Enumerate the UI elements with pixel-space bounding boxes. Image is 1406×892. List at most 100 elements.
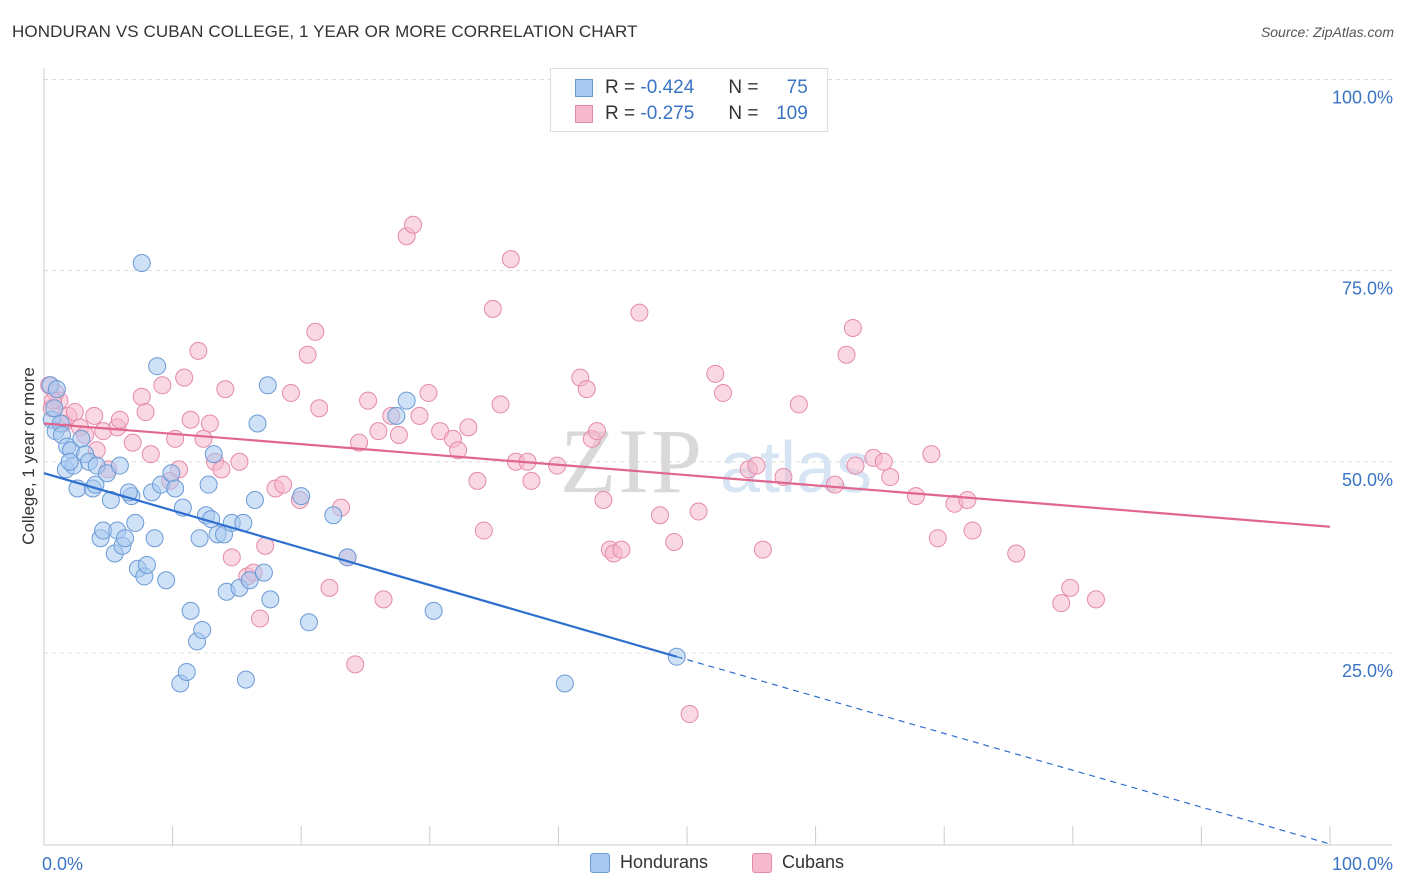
cuban-point xyxy=(359,391,378,410)
legend-r-cubans: -0.275 xyxy=(640,103,695,124)
cuban-point xyxy=(369,422,388,441)
cuban-point xyxy=(346,655,365,674)
cuban-point xyxy=(612,540,631,559)
series-legend-cubans[interactable]: Cubans xyxy=(752,852,844,873)
cuban-point xyxy=(587,422,606,441)
cuban-point xyxy=(200,414,219,433)
series-swatch-hondurans xyxy=(590,852,610,873)
cuban-point xyxy=(419,383,438,402)
cuban-point xyxy=(274,475,293,494)
y-tick-labels: 25.0% 50.0% 75.0% 100.0% xyxy=(1332,88,1393,681)
trend-lines xyxy=(43,422,1331,845)
cuban-point xyxy=(501,250,520,269)
series-legend-hondurans[interactable]: Hondurans xyxy=(590,852,708,873)
series-swatch-cubans xyxy=(752,852,772,873)
cuban-point xyxy=(132,387,151,406)
cuban-point xyxy=(881,468,900,487)
honduran-point xyxy=(258,376,277,395)
cuban-point xyxy=(1052,594,1071,613)
honduran-point xyxy=(45,399,64,418)
series-label-cubans: Cubans xyxy=(782,852,845,872)
legend-n-label: N = xyxy=(728,103,759,124)
cuban-point xyxy=(459,418,478,437)
cuban-point xyxy=(189,341,208,360)
cuban-point xyxy=(1086,590,1105,609)
honduran-trend-extension xyxy=(676,656,1331,845)
honduran-point xyxy=(424,601,443,620)
legend-n-label: N = xyxy=(728,77,759,98)
honduran-point xyxy=(236,670,255,689)
legend-row-cubans: R = -0.275 N = 109 xyxy=(575,102,808,126)
cuban-point xyxy=(320,578,339,597)
honduran-point xyxy=(47,380,66,399)
cuban-point xyxy=(906,487,925,506)
cuban-point xyxy=(181,410,200,429)
cuban-point xyxy=(212,460,231,479)
legend-n-hondurans: 75 xyxy=(786,77,808,98)
honduran-point xyxy=(116,529,135,548)
cuban-point xyxy=(689,502,708,521)
cuban-point xyxy=(310,399,329,418)
honduran-point xyxy=(397,391,416,410)
cuban-point xyxy=(251,609,270,628)
cuban-point xyxy=(298,345,317,364)
legend-swatch-cubans xyxy=(575,105,593,123)
honduran-point xyxy=(387,406,406,425)
watermark-zip: ZIP xyxy=(560,410,704,512)
cuban-point xyxy=(449,441,468,460)
cuban-point xyxy=(680,705,699,724)
honduran-point xyxy=(245,490,264,509)
honduran-point xyxy=(555,674,574,693)
honduran-point xyxy=(204,445,223,464)
cuban-point xyxy=(630,303,649,322)
cuban-point xyxy=(141,445,160,464)
honduran-point xyxy=(148,357,167,376)
cuban-point xyxy=(175,368,194,387)
stats-legend: R = -0.424 N = 75 R = -0.275 N = 109 xyxy=(550,68,828,132)
honduran-point xyxy=(324,506,343,525)
cuban-point xyxy=(350,433,369,452)
y-axis-label: College, 1 year or more xyxy=(19,367,38,545)
cuban-point xyxy=(85,406,104,425)
honduran-point xyxy=(162,464,181,483)
cuban-point xyxy=(306,322,325,341)
honduran-trend-line xyxy=(43,472,678,658)
cuban-trend-line xyxy=(43,422,1331,528)
cuban-point xyxy=(123,433,142,452)
cuban-point xyxy=(483,299,502,318)
honduran-point xyxy=(110,456,129,475)
honduran-point xyxy=(145,529,164,548)
cuban-point xyxy=(110,410,129,429)
cuban-point xyxy=(230,452,249,471)
cuban-point xyxy=(825,475,844,494)
honduran-point xyxy=(254,563,273,582)
y-tick-label: 25.0% xyxy=(1342,661,1393,681)
cuban-point xyxy=(846,456,865,475)
cuban-point xyxy=(136,403,155,422)
honduran-point xyxy=(199,475,218,494)
honduran-point xyxy=(299,613,318,632)
cuban-point xyxy=(665,533,684,552)
honduran-point xyxy=(261,590,280,609)
cuban-point xyxy=(650,506,669,525)
cuban-point xyxy=(404,215,423,234)
cuban-point xyxy=(789,395,808,414)
cuban-point xyxy=(963,521,982,540)
cuban-point xyxy=(410,406,429,425)
cuban-point xyxy=(222,548,241,567)
legend-r-hondurans: -0.424 xyxy=(640,77,695,98)
honduran-point xyxy=(292,487,311,506)
cuban-point xyxy=(281,383,300,402)
cuban-point xyxy=(1061,578,1080,597)
cuban-point xyxy=(522,471,541,490)
honduran-point xyxy=(157,571,176,590)
cuban-point xyxy=(468,471,487,490)
cuban-point xyxy=(65,403,84,422)
cuban-point xyxy=(706,364,725,383)
cuban-point xyxy=(491,395,510,414)
cuban-point xyxy=(153,376,172,395)
cuban-point xyxy=(753,540,772,559)
cuban-point xyxy=(774,468,793,487)
honduran-point xyxy=(181,601,200,620)
honduran-point xyxy=(248,414,267,433)
